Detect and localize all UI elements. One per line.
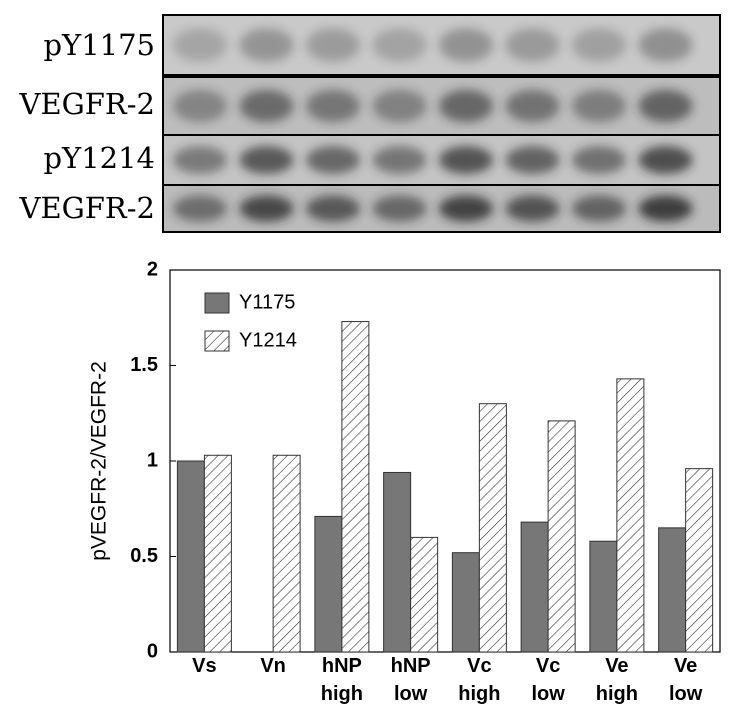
x-tick-label: Ve low xyxy=(668,655,703,705)
blot-band xyxy=(306,28,360,62)
blot-band xyxy=(572,195,626,222)
blot-frame xyxy=(162,14,721,76)
x-tick-label: Vc high xyxy=(458,655,501,705)
bar xyxy=(176,460,205,653)
blot-band xyxy=(306,89,360,123)
bar xyxy=(547,420,576,653)
bar xyxy=(589,540,618,653)
bar xyxy=(314,515,343,653)
bar xyxy=(451,552,480,653)
bar xyxy=(272,454,301,653)
blot-band xyxy=(306,195,360,222)
blot-band xyxy=(572,146,626,174)
blot-band xyxy=(239,28,294,62)
blot-band xyxy=(439,195,493,222)
blot-band xyxy=(439,89,493,123)
blot-label: VEGFR-2 xyxy=(19,87,155,121)
bar xyxy=(203,454,232,653)
blot-band xyxy=(372,28,427,62)
blot-band xyxy=(638,28,693,62)
blot-band xyxy=(372,89,427,123)
x-tick-label: Vn xyxy=(260,655,286,677)
x-tick-label: hNP low xyxy=(390,655,431,705)
blot-band xyxy=(173,146,227,174)
blot-band xyxy=(505,195,560,222)
blot-band xyxy=(306,146,360,174)
blot-band xyxy=(439,28,493,62)
y-tick-label: 2 xyxy=(147,258,158,280)
blot-band xyxy=(505,89,560,123)
blot-band xyxy=(239,89,294,123)
x-tick-label: Ve high xyxy=(595,655,638,705)
blot-band xyxy=(638,89,693,123)
legend-label: Y1214 xyxy=(239,329,297,351)
bar xyxy=(341,321,370,653)
blot-label: VEGFR-2 xyxy=(19,191,155,225)
blot-band xyxy=(173,195,227,222)
x-tick-label: hNP high xyxy=(320,655,363,705)
blot-band xyxy=(439,146,493,174)
bar xyxy=(478,403,507,653)
blot-band xyxy=(638,146,693,174)
bar xyxy=(658,527,687,653)
blot-band xyxy=(239,146,294,174)
blot-band xyxy=(372,146,427,174)
blot-band xyxy=(572,28,626,62)
blot-label: pY1175 xyxy=(43,28,155,62)
y-tick-label: 0 xyxy=(147,640,158,662)
legend-label: Y1175 xyxy=(239,291,295,313)
y-axis-label: pVEGFR-2/VEGFR-2 xyxy=(88,361,111,561)
y-tick-label: 1.5 xyxy=(130,354,158,376)
blot-frame xyxy=(162,184,721,233)
blot-band xyxy=(173,28,227,62)
blot-label: pY1214 xyxy=(43,141,155,175)
legend-swatch xyxy=(204,292,230,314)
x-tick-label: Vc low xyxy=(531,655,565,705)
bar xyxy=(410,536,439,653)
blot-band xyxy=(239,195,294,222)
blot-band xyxy=(505,28,560,62)
bar xyxy=(383,471,412,653)
x-tick-label: Vs xyxy=(192,655,217,677)
y-tick-label: 1 xyxy=(147,449,158,471)
western-blot xyxy=(162,14,721,233)
bar xyxy=(520,521,549,653)
blot-band xyxy=(173,89,227,123)
y-tick-label: 0.5 xyxy=(130,545,158,567)
bar xyxy=(685,468,714,653)
blot-band xyxy=(505,146,560,174)
blot-band xyxy=(638,195,693,222)
blot-band xyxy=(572,89,626,123)
legend-swatch xyxy=(204,330,230,352)
bar xyxy=(616,378,645,653)
blot-band xyxy=(372,195,427,222)
